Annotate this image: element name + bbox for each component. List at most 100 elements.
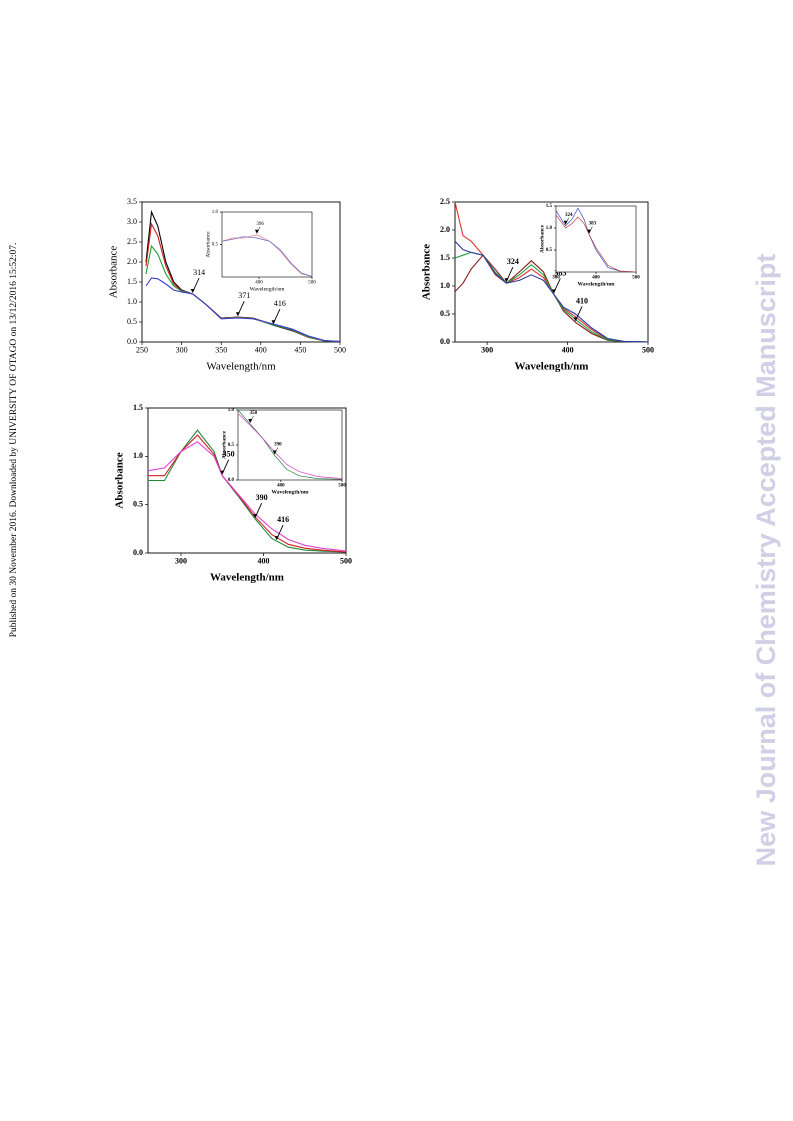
x-tick-label: 500 xyxy=(338,484,346,489)
x-axis-label: Wavelength/nm xyxy=(515,361,589,373)
arrow-head xyxy=(253,514,258,519)
arrow-head xyxy=(587,229,592,234)
plot-frame xyxy=(555,205,637,273)
spectrum-line xyxy=(221,236,313,277)
plot-frame xyxy=(454,201,649,343)
plot-frame xyxy=(141,201,341,343)
x-tick-label: 500 xyxy=(308,281,316,286)
y-tick-label: 1.0 xyxy=(546,226,553,231)
annotation: 350 xyxy=(223,450,235,459)
plot-frame xyxy=(237,409,343,481)
spectrum-line xyxy=(454,201,649,343)
spectrum-line xyxy=(454,254,649,343)
inset: 300 400 500 0.5 1.0 1.5 Wavelength/nm Absorbanc… xyxy=(539,204,640,287)
spectrum-line xyxy=(237,409,343,480)
arrow-head xyxy=(235,312,240,317)
x-axis-label: Wavelength/nm xyxy=(210,572,284,584)
y-axis-label: Absorbance xyxy=(114,452,126,508)
arrow-head xyxy=(271,320,276,325)
watermark: New Journal of Chemistry Accepted Manusc… xyxy=(751,254,781,867)
arrow-head xyxy=(573,317,578,322)
arrow-head xyxy=(248,419,253,423)
y-axis-label: Absorbance xyxy=(108,246,120,299)
arrow-head xyxy=(220,470,225,475)
x-tick-label: 500 xyxy=(340,556,352,565)
spectrum-line xyxy=(147,441,347,552)
annotation: 410 xyxy=(576,296,588,305)
y-tick-label: 2.0 xyxy=(127,257,137,266)
y-tick-label: 1.0 xyxy=(127,297,137,306)
annotation: 383 xyxy=(589,222,597,227)
arrow-head xyxy=(190,289,195,293)
x-tick-label: 300 xyxy=(175,556,187,565)
y-tick-label: 2.5 xyxy=(440,197,450,206)
x-tick-label: 400 xyxy=(277,484,285,489)
y-tick-label: 1.5 xyxy=(546,204,553,209)
spectrum-line xyxy=(145,277,341,343)
y-axis-label: Absorbance xyxy=(205,231,211,258)
figure-panel: 300 400 500 0.0 0.5 1.0 1.5 2.0 2.5 Wavelength/nm… xyxy=(421,197,654,373)
annotation: 371 xyxy=(238,291,250,300)
x-tick-label: 400 xyxy=(258,556,270,565)
y-axis-label: Absorbance xyxy=(421,244,433,300)
x-axis-label: Wavelength/nm xyxy=(250,286,285,292)
x-axis-label: Wavelength/nm xyxy=(272,489,309,495)
annotation: 396 xyxy=(256,222,264,227)
annotation: 350 xyxy=(250,411,258,416)
annotation: 390 xyxy=(274,443,282,448)
spectrum-line xyxy=(555,214,637,273)
y-tick-label: 0.0 xyxy=(228,478,235,483)
arrow-head xyxy=(274,536,279,541)
y-tick-label: 1.5 xyxy=(127,277,137,286)
spectrum-line xyxy=(454,240,649,343)
spectrum-line xyxy=(555,207,637,273)
inset: 400 500 0.5 1.0 Wavelength/nm Absorbance 396 xyxy=(205,210,316,292)
y-tick-label: 1.5 xyxy=(440,253,450,262)
plot: 300 400 500 0.0 0.5 1.0 1.5 2.0 2.5 Wavelength/nm… xyxy=(421,197,654,373)
y-tick-label: 0.5 xyxy=(546,248,553,253)
x-tick-label: 450 xyxy=(294,345,306,354)
arrow-head xyxy=(563,220,568,225)
annotation: 383 xyxy=(554,268,566,277)
x-tick-label: 500 xyxy=(632,276,640,281)
y-tick-label: 0.0 xyxy=(127,337,137,346)
x-axis-label: Wavelength/nm xyxy=(206,361,276,373)
x-tick-label: 350 xyxy=(215,345,227,354)
y-tick-label: 3.0 xyxy=(127,217,137,226)
y-tick-label: 0.0 xyxy=(440,337,450,346)
y-tick-label: 1.5 xyxy=(133,403,143,412)
x-tick-label: 500 xyxy=(642,345,654,354)
annotation: 416 xyxy=(277,515,289,524)
spectrum-line xyxy=(237,413,343,479)
y-tick-label: 0.5 xyxy=(228,443,235,448)
x-tick-label: 300 xyxy=(176,345,188,354)
inset: 400 5000.00.51.0Wavelength/nmAbsorbance35… xyxy=(221,408,346,495)
x-tick-label: 500 xyxy=(334,345,346,354)
plot-frame xyxy=(221,211,313,278)
x-tick-label: 250 xyxy=(136,345,148,354)
x-tick-label: 300 xyxy=(552,276,560,281)
y-tick-label: 0.5 xyxy=(127,317,137,326)
y-axis-label: Absorbance xyxy=(221,430,227,459)
plot: 250 300 350 400 450 500 0.0 0.5 1.0 1.5 2.0 2.5 3.0 3… xyxy=(108,197,346,373)
x-tick-label: 400 xyxy=(562,345,574,354)
y-tick-label: 2.5 xyxy=(127,237,137,246)
x-tick-label: 400 xyxy=(592,276,600,281)
annotation: 324 xyxy=(565,213,573,218)
y-tick-label: 1.0 xyxy=(212,210,219,215)
y-tick-label: 3.5 xyxy=(127,197,137,206)
y-tick-label: 0.5 xyxy=(212,243,219,248)
figure-panel: 250 300 350 400 450 500 0.0 0.5 1.0 1.5 2.0 2.5 3.0 3… xyxy=(108,197,346,373)
y-tick-label: 1.0 xyxy=(440,281,450,290)
x-axis-label: Wavelength/nm xyxy=(578,281,615,287)
y-tick-label: 0.5 xyxy=(440,309,450,318)
y-axis-label: Absorbance xyxy=(539,224,545,253)
annotation: 324 xyxy=(507,257,519,266)
annotation: 390 xyxy=(256,493,268,502)
arrow-head xyxy=(504,278,509,283)
arrow-head xyxy=(551,289,556,294)
arrow-head xyxy=(254,229,259,234)
x-tick-label: 400 xyxy=(255,281,263,286)
plot: 300 400 500 0.0 0.5 1.0 1.5 Wavelength/nm Absorb… xyxy=(114,403,352,584)
